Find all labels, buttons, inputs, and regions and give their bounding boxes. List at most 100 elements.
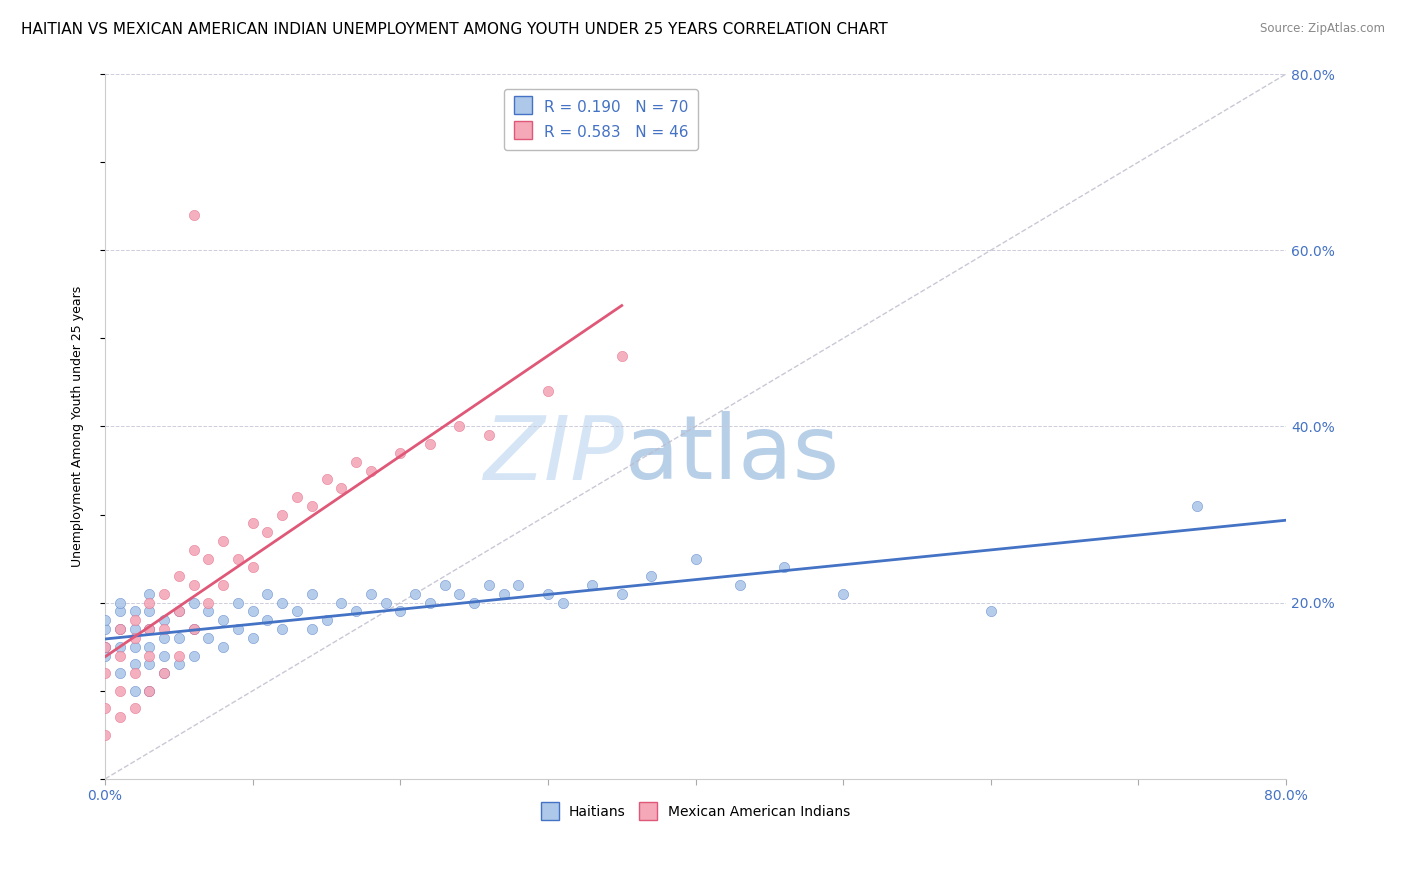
Point bbox=[167, 605, 190, 619]
Point bbox=[167, 631, 190, 645]
Point bbox=[610, 587, 633, 601]
Point bbox=[271, 596, 294, 610]
Point bbox=[419, 437, 441, 451]
Point bbox=[167, 657, 190, 672]
Point bbox=[537, 587, 560, 601]
Point bbox=[124, 683, 146, 698]
Point bbox=[463, 596, 485, 610]
Point bbox=[138, 596, 160, 610]
Point bbox=[508, 578, 530, 592]
Point bbox=[301, 499, 323, 513]
Point bbox=[197, 551, 219, 566]
Point bbox=[212, 613, 235, 627]
Point bbox=[212, 578, 235, 592]
Point bbox=[1187, 499, 1209, 513]
Point bbox=[183, 648, 205, 663]
Point bbox=[728, 578, 751, 592]
Point bbox=[138, 683, 160, 698]
Point bbox=[138, 622, 160, 636]
Point bbox=[167, 648, 190, 663]
Point bbox=[344, 455, 367, 469]
Point bbox=[344, 605, 367, 619]
Point bbox=[449, 587, 471, 601]
Point bbox=[94, 728, 117, 742]
Point bbox=[492, 587, 515, 601]
Point bbox=[124, 657, 146, 672]
Point bbox=[183, 208, 205, 222]
Point bbox=[301, 622, 323, 636]
Point bbox=[138, 683, 160, 698]
Point bbox=[640, 569, 662, 583]
Point bbox=[360, 587, 382, 601]
Point bbox=[138, 587, 160, 601]
Point bbox=[226, 622, 249, 636]
Point bbox=[183, 596, 205, 610]
Point bbox=[124, 666, 146, 681]
Point bbox=[315, 472, 337, 486]
Point bbox=[138, 648, 160, 663]
Point bbox=[124, 640, 146, 654]
Point bbox=[212, 640, 235, 654]
Point bbox=[138, 657, 160, 672]
Point bbox=[108, 622, 131, 636]
Point bbox=[610, 349, 633, 363]
Point bbox=[242, 605, 264, 619]
Point bbox=[138, 640, 160, 654]
Point bbox=[419, 596, 441, 610]
Point bbox=[167, 569, 190, 583]
Point bbox=[108, 605, 131, 619]
Point bbox=[449, 419, 471, 434]
Point bbox=[108, 683, 131, 698]
Point bbox=[197, 631, 219, 645]
Point bbox=[551, 596, 574, 610]
Point bbox=[832, 587, 855, 601]
Point bbox=[389, 446, 412, 460]
Point bbox=[94, 640, 117, 654]
Point bbox=[153, 648, 176, 663]
Point bbox=[94, 648, 117, 663]
Point bbox=[94, 622, 117, 636]
Point bbox=[242, 631, 264, 645]
Point bbox=[124, 622, 146, 636]
Point bbox=[773, 560, 796, 574]
Point bbox=[271, 622, 294, 636]
Point bbox=[138, 622, 160, 636]
Point bbox=[124, 631, 146, 645]
Point bbox=[330, 596, 353, 610]
Text: Source: ZipAtlas.com: Source: ZipAtlas.com bbox=[1260, 22, 1385, 36]
Legend: Haitians, Mexican American Indians: Haitians, Mexican American Indians bbox=[536, 800, 855, 825]
Point bbox=[478, 428, 501, 442]
Point bbox=[108, 596, 131, 610]
Point bbox=[153, 631, 176, 645]
Point bbox=[256, 613, 278, 627]
Point bbox=[94, 701, 117, 715]
Point bbox=[124, 701, 146, 715]
Text: ZIP: ZIP bbox=[484, 412, 624, 498]
Point bbox=[183, 622, 205, 636]
Point bbox=[226, 551, 249, 566]
Point bbox=[271, 508, 294, 522]
Point bbox=[980, 605, 1002, 619]
Point bbox=[183, 578, 205, 592]
Point bbox=[404, 587, 426, 601]
Point bbox=[389, 605, 412, 619]
Point bbox=[581, 578, 603, 592]
Point bbox=[153, 666, 176, 681]
Point bbox=[285, 605, 308, 619]
Point bbox=[94, 666, 117, 681]
Point bbox=[183, 622, 205, 636]
Point bbox=[94, 613, 117, 627]
Point bbox=[108, 666, 131, 681]
Point bbox=[153, 613, 176, 627]
Point bbox=[478, 578, 501, 592]
Point bbox=[108, 640, 131, 654]
Point bbox=[124, 613, 146, 627]
Point bbox=[242, 516, 264, 531]
Point bbox=[124, 605, 146, 619]
Point bbox=[183, 542, 205, 557]
Point bbox=[256, 587, 278, 601]
Point bbox=[197, 605, 219, 619]
Text: atlas: atlas bbox=[624, 411, 839, 498]
Point bbox=[433, 578, 456, 592]
Point bbox=[330, 481, 353, 495]
